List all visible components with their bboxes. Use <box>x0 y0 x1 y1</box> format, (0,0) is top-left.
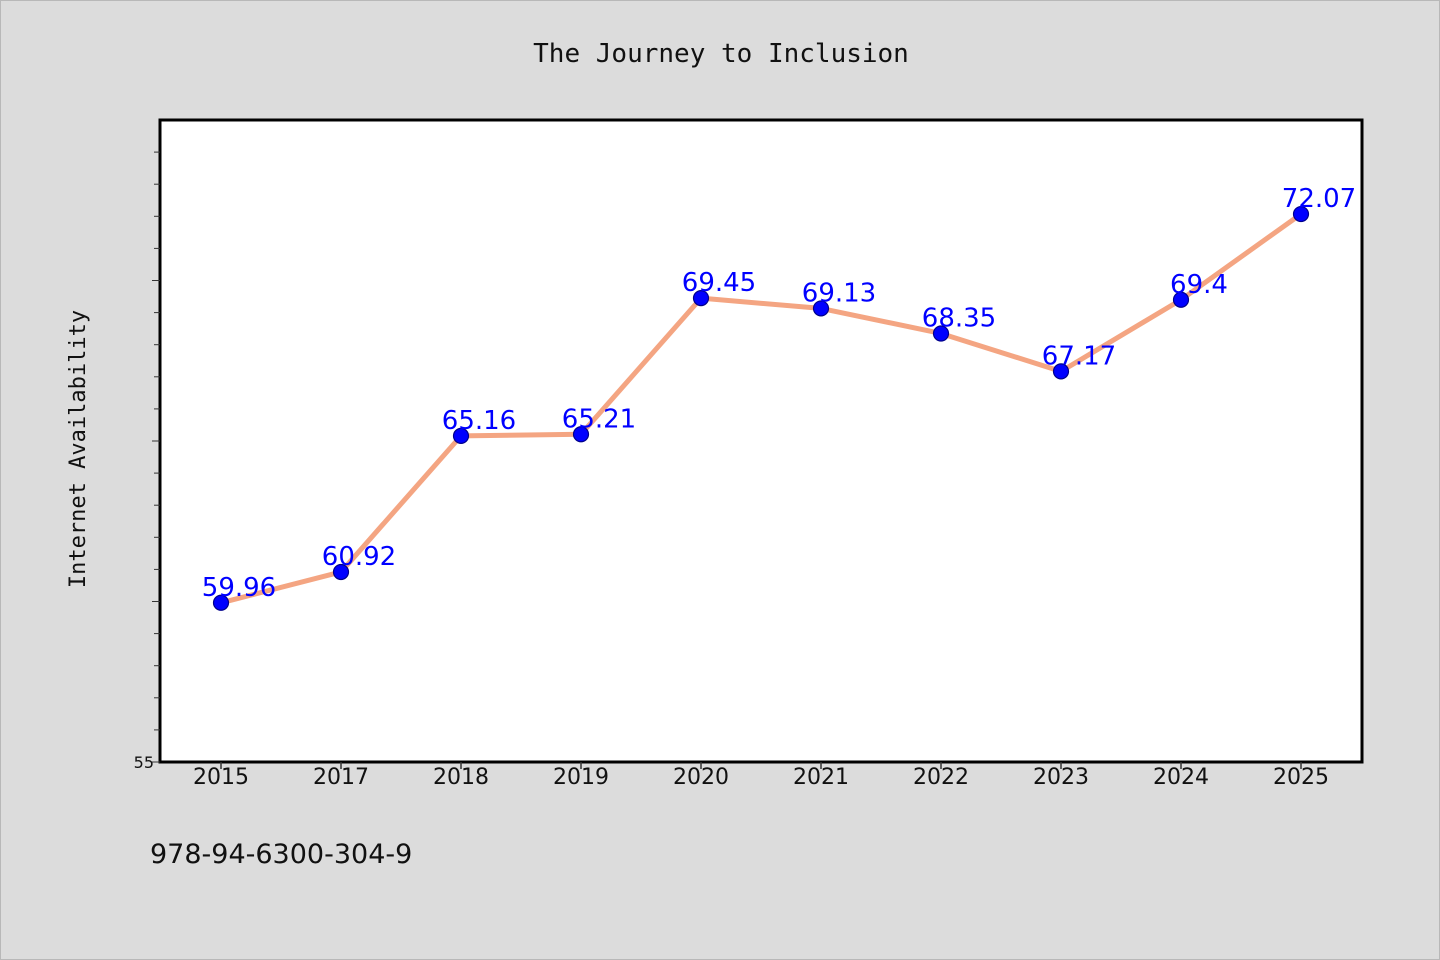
data-point-marker <box>1052 363 1070 380</box>
data-point-marker <box>692 290 710 307</box>
data-point-label: 69.45 <box>682 268 756 298</box>
chart-title: The Journey to Inclusion <box>533 39 909 69</box>
isbn-footer: 978-94-6300-304-9 <box>150 839 412 870</box>
x-tick-label: 2021 <box>793 765 849 790</box>
data-point-label: 65.16 <box>442 406 516 436</box>
x-axis-ticks: 2015 2017 2018 2019 2020 2021 2022 2023 2024 2025 <box>193 762 1329 790</box>
y-tick-label: 55 <box>134 753 154 772</box>
x-tick-label: 2023 <box>1033 765 1089 790</box>
data-point-marker <box>812 300 830 317</box>
x-tick-label: 2025 <box>1273 765 1329 790</box>
data-point-marker <box>332 563 350 581</box>
x-tick-label: 2017 <box>313 765 369 790</box>
data-point-label: 60.92 <box>322 542 396 572</box>
x-tick-label: 2020 <box>673 765 729 790</box>
y-axis-label: Internet Availability <box>66 310 91 588</box>
x-tick-label: 2019 <box>553 765 609 790</box>
data-point-marker <box>452 427 470 444</box>
x-tick-label: 2022 <box>913 765 969 790</box>
x-tick-label: 2018 <box>433 765 489 790</box>
data-point-label: 69.13 <box>802 278 876 308</box>
data-point-marker <box>572 426 590 443</box>
data-point-label: 65.21 <box>562 404 636 434</box>
plot-area <box>158 118 1364 764</box>
data-point-marker <box>1172 291 1190 308</box>
x-tick-label: 2024 <box>1153 765 1209 790</box>
data-point-marker <box>1292 205 1310 223</box>
x-tick-label: 2015 <box>193 765 249 790</box>
data-point-label: 67.17 <box>1042 341 1116 371</box>
data-point-marker <box>932 325 950 342</box>
data-point-label: 68.35 <box>922 303 996 333</box>
data-point-label: 72.07 <box>1282 184 1356 214</box>
data-labels: 59.96 60.92 65.16 65.21 69.45 69.13 68.35 67.17… <box>202 184 1356 603</box>
data-point-label: 59.96 <box>202 573 276 603</box>
series-line-group <box>218 211 1304 606</box>
y-axis-ticks: 55 <box>134 151 160 772</box>
series-line <box>218 211 1304 606</box>
series-markers <box>212 205 1310 611</box>
data-point-marker <box>212 594 230 611</box>
data-point-label: 69.4 <box>1170 270 1228 300</box>
